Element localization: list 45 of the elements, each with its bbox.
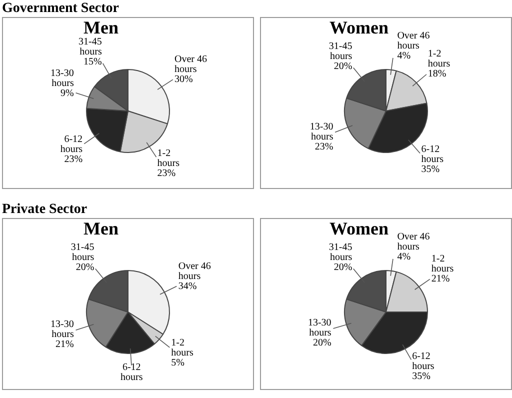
data-label: 23% [64,154,83,165]
data-label: 23% [157,168,176,180]
slice-label: 6-12 hours [421,144,444,166]
slice-label: 1-2 hours [171,338,194,359]
chart-title: Women [329,18,389,38]
slice-label: 13-30 hours [50,319,74,340]
data-label: 20% [334,61,352,72]
data-label: 20% [334,262,352,274]
slice-label: 31-45 hours [328,41,352,62]
data-label: 21% [56,339,74,350]
data-label: 9% [60,88,74,100]
data-label: 4% [397,50,411,62]
slice-label: Over 46 hours [178,260,211,282]
data-label: 34% [178,280,197,292]
slice-label: 1-2 hours [157,148,180,170]
data-label: 20% [76,262,94,274]
slice-label: 13-30 hours [50,68,74,90]
slice-label: 1-2 hours [428,48,450,70]
data-label: 15% [84,56,102,68]
slice-label: 13-30 hours [308,317,332,338]
data-label: 5% [171,358,184,369]
text: Government Sector [1,0,120,17]
slice-label: 6-12 hours [412,350,434,372]
slice-label: 13-30 hours [310,121,334,142]
slice-label: 6-12 hours [120,362,143,384]
data-label: 4% [397,252,411,263]
data-label: 35% [421,164,440,176]
data-label: 21% [431,273,450,284]
slice-label: Over 46 hours [397,232,430,253]
data-label: 18% [428,68,446,80]
slice-label: 31-45 hours [78,36,102,58]
slice-label: Over 46 hours [397,30,430,52]
chart-title: Men [84,18,118,38]
data-label: 35% [412,370,430,382]
slice-label: 6-12 hours [60,134,83,155]
chart-title: Men [84,218,118,239]
data-label: 20% [312,337,332,348]
text: Private Sector [1,201,88,218]
slice-label: 31-45 hours [328,242,352,264]
slice-label: 1-2 hours [431,253,454,274]
data-label: 23% [314,141,334,152]
data-label: 30% [174,74,193,85]
chart-title: Women [329,218,389,239]
slice-label: 31-45 hours [70,242,94,264]
slice-label: Over 46 hours [174,54,208,75]
